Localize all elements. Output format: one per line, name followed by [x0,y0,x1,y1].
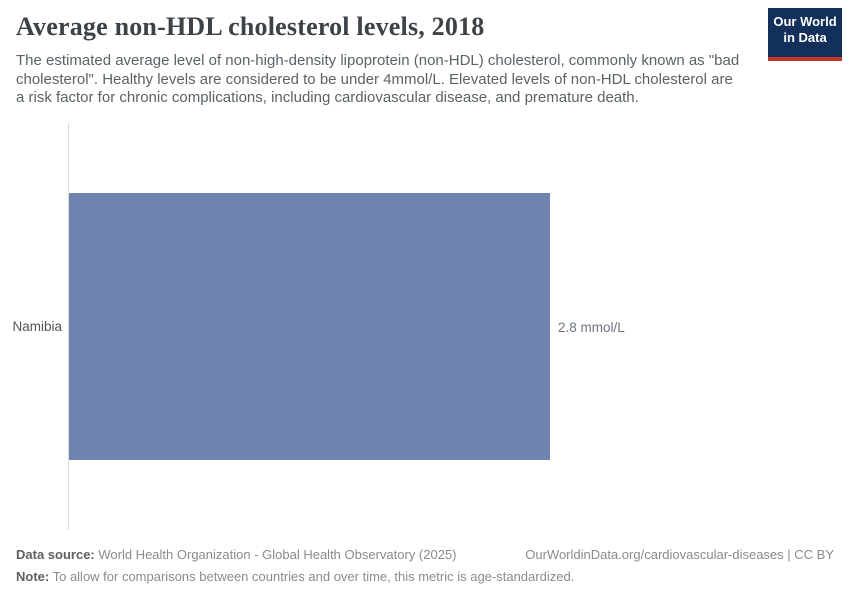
bar-namibia [69,193,551,460]
owid-logo-line1: Our World [773,14,837,29]
footer-credit-link[interactable]: OurWorldinData.org/cardiovascular-diseas… [525,547,834,562]
data-source-label: Data source: [16,547,95,562]
entity-label-namibia: Namibia [12,319,62,334]
owid-logo[interactable]: Our World in Data [768,8,842,61]
note-text: To allow for comparisons between countri… [49,569,575,584]
footer-note-line: Note: To allow for comparisons between c… [16,569,834,584]
footer-source-line: OurWorldinData.org/cardiovascular-diseas… [16,547,834,562]
owid-logo-line2: in Data [783,30,827,45]
chart-title: Average non-HDL cholesterol levels, 2018 [16,12,485,41]
bar-value-label: 2.8 mmol/L [558,320,625,335]
chart-subtitle: The estimated average level of non-high-… [16,52,740,106]
note-label: Note: [16,569,50,584]
data-source-text: World Health Organization - Global Healt… [94,547,457,562]
y-axis-line [68,123,69,530]
